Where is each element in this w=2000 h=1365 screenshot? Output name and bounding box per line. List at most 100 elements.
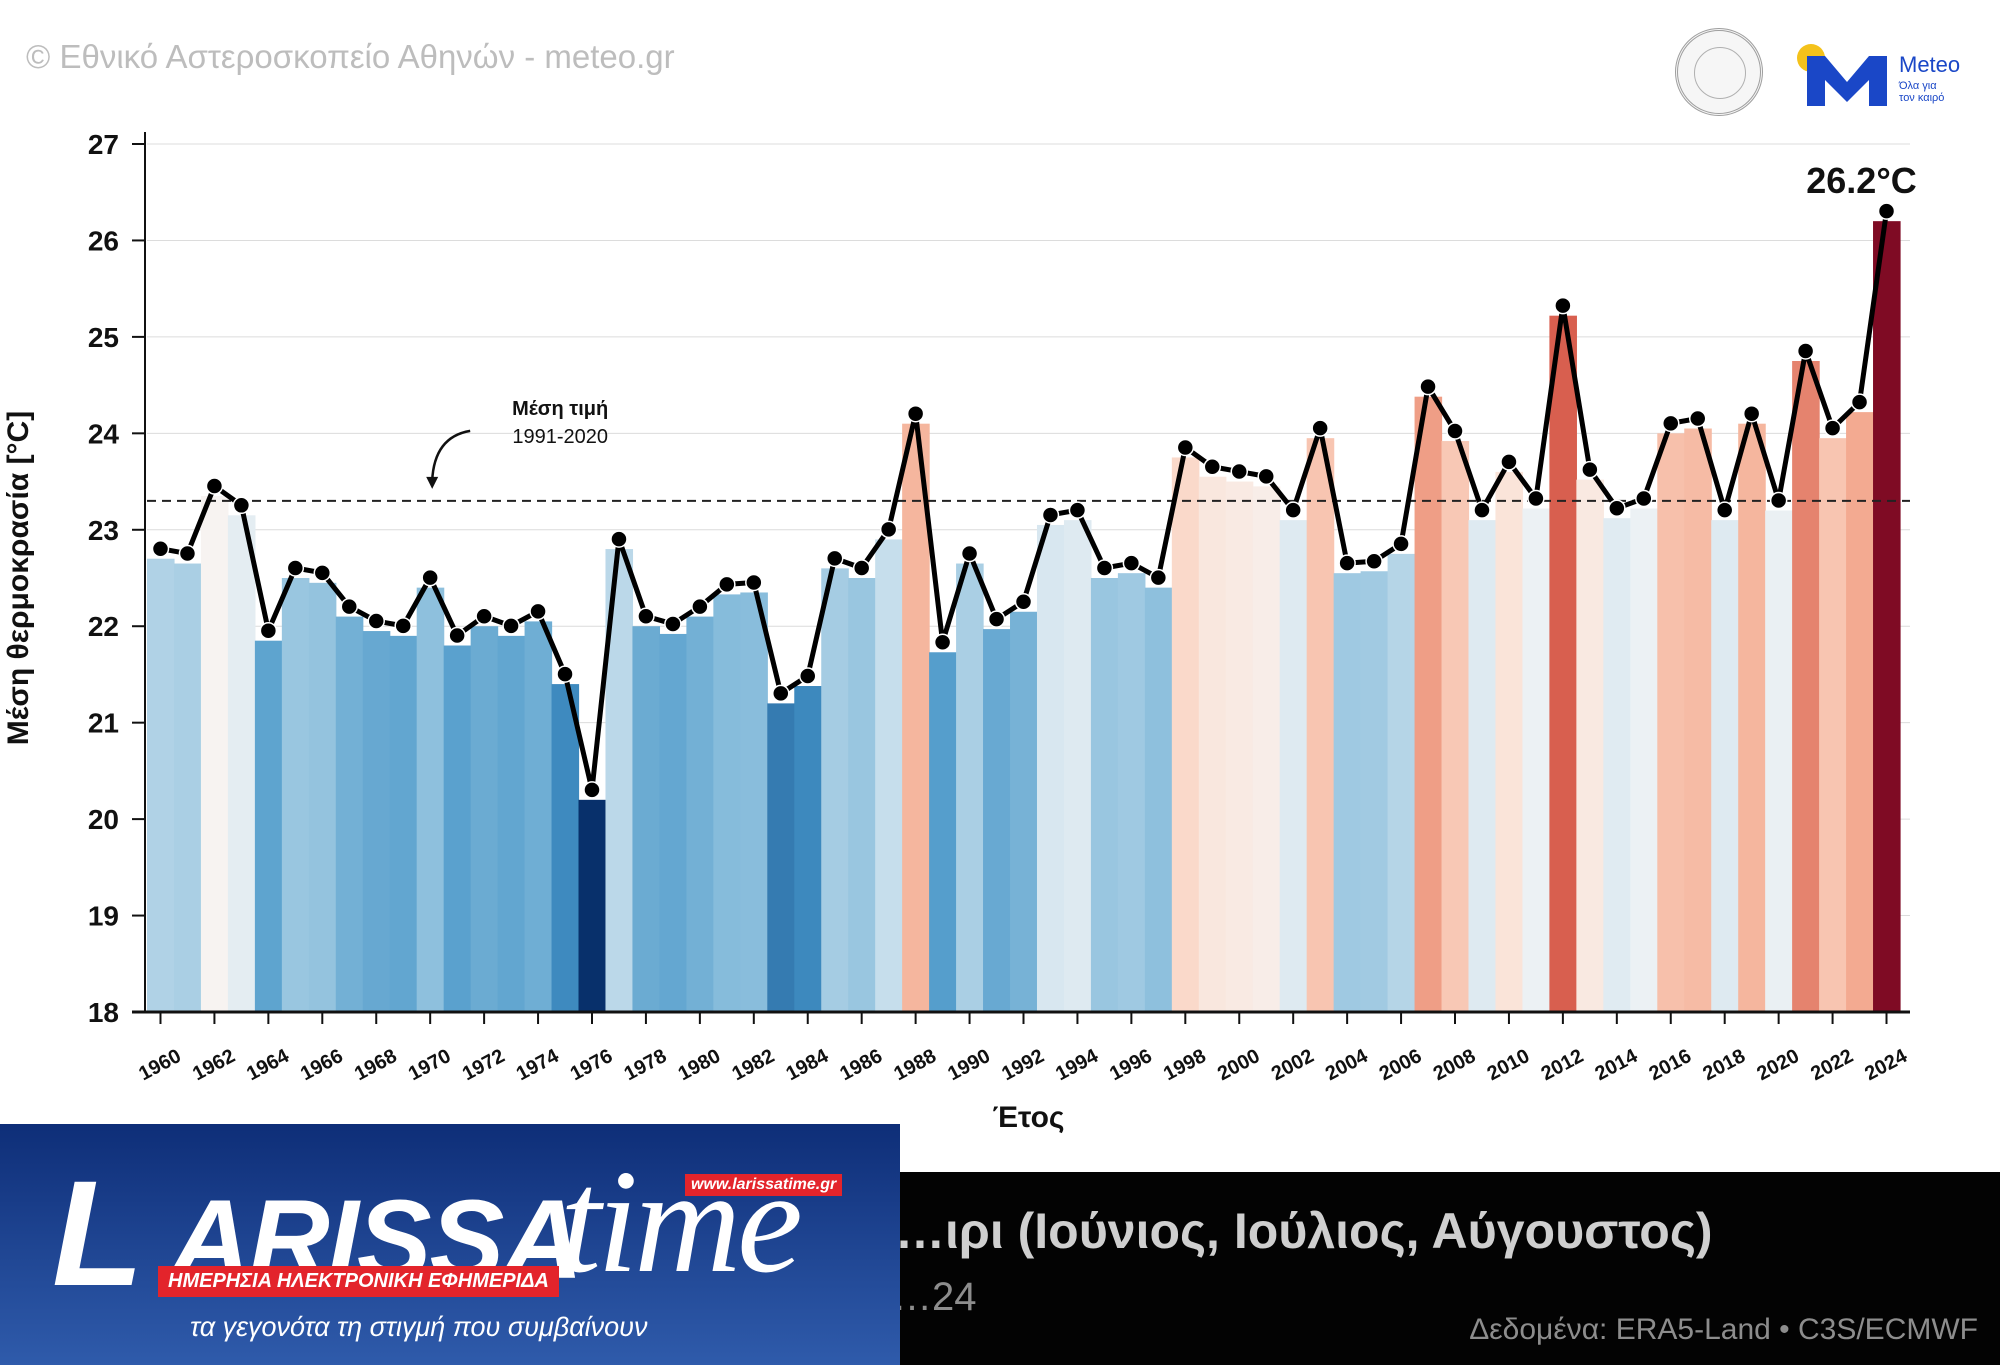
data-point xyxy=(1850,393,1869,411)
larissatime-tagline: τα γεγονότα τη στιγμή που συμβαίνουν xyxy=(190,1312,648,1342)
data-point xyxy=(1823,419,1842,437)
bar xyxy=(1819,438,1847,1013)
y-tick-label: 23 xyxy=(88,515,119,546)
data-point xyxy=(1554,296,1572,315)
bar xyxy=(551,684,580,1012)
bar xyxy=(1279,520,1308,1012)
bar xyxy=(1198,476,1227,1012)
y-tick-label: 24 xyxy=(88,418,120,449)
data-point xyxy=(906,404,925,423)
x-tick-label: 1964 xyxy=(243,1045,293,1086)
x-tick-label: 1998 xyxy=(1160,1045,1210,1085)
y-axis-title: Μέση θερμοκρασία [°C] xyxy=(2,411,35,745)
x-tick-label: 2024 xyxy=(1861,1045,1911,1086)
bar xyxy=(1036,524,1065,1012)
bar xyxy=(1765,510,1793,1012)
data-point xyxy=(1715,501,1734,519)
data-point xyxy=(1014,593,1033,611)
bar xyxy=(659,633,687,1012)
x-axis-title: Έτος xyxy=(992,1101,1064,1134)
bar xyxy=(848,578,876,1012)
bar xyxy=(1333,573,1362,1012)
x-tick-label: 1970 xyxy=(405,1045,455,1085)
data-point xyxy=(1311,419,1329,437)
data-point xyxy=(1446,422,1464,440)
bar xyxy=(578,799,607,1012)
data-point xyxy=(772,684,790,703)
bar xyxy=(875,539,903,1012)
data-point xyxy=(610,530,628,548)
x-tick-label: 1990 xyxy=(944,1045,994,1085)
data-point xyxy=(1203,457,1222,476)
y-tick-label: 22 xyxy=(88,611,119,642)
data-point xyxy=(1068,501,1087,519)
data-point xyxy=(151,539,170,558)
x-tick-label: 1962 xyxy=(189,1045,239,1085)
mean-annotation-arrow xyxy=(430,429,471,481)
x-tick-label: 2000 xyxy=(1214,1045,1264,1085)
bar xyxy=(821,568,849,1012)
data-point xyxy=(1527,489,1545,508)
x-tick-label: 1986 xyxy=(836,1045,886,1085)
meteo-tagline-line-1: Όλα για xyxy=(1899,80,1937,92)
x-tick-label: 1984 xyxy=(782,1045,832,1086)
x-tick-label: 2020 xyxy=(1753,1045,1803,1085)
x-tick-label: 1960 xyxy=(135,1045,185,1085)
x-tick-label: 2002 xyxy=(1268,1045,1318,1085)
chart-subtitle: …24 xyxy=(892,1275,977,1319)
chart-bars xyxy=(147,221,1901,1013)
data-point xyxy=(1230,462,1249,481)
data-point xyxy=(502,617,520,635)
x-tick-label: 1982 xyxy=(729,1045,779,1085)
bar xyxy=(1063,520,1092,1012)
data-point xyxy=(1365,552,1383,570)
chart-axes xyxy=(132,132,1910,1014)
bar xyxy=(1090,578,1119,1012)
data-point xyxy=(1635,489,1653,508)
data-point xyxy=(1149,568,1168,587)
data-point xyxy=(1392,535,1410,553)
y-axis-ticks: 18 19 20 21 22 23 24 25 26 27 xyxy=(88,129,145,1028)
x-tick-label: 1978 xyxy=(621,1045,671,1085)
x-tick-label: 1994 xyxy=(1052,1045,1102,1086)
data-point xyxy=(556,665,574,683)
bar xyxy=(1522,508,1550,1012)
bar xyxy=(713,594,741,1012)
bar xyxy=(1468,520,1497,1012)
data-source-credit: Δεδομένα: ERA5-Land • C3S/ECMWF xyxy=(1469,1313,1978,1346)
data-point xyxy=(286,559,305,577)
bar xyxy=(1144,587,1173,1012)
larissatime-url[interactable]: www.larissatime.gr xyxy=(685,1174,843,1196)
data-point xyxy=(987,610,1006,628)
meteo-logo-text: Meteo xyxy=(1899,52,1961,77)
bar xyxy=(200,496,229,1012)
x-tick-label: 2022 xyxy=(1807,1045,1857,1085)
data-point xyxy=(421,568,439,587)
mean-annotation-period: 1991-2020 xyxy=(512,426,608,448)
bar xyxy=(1711,520,1739,1012)
meteo-tagline-line-2: τον καιρό xyxy=(1899,92,1945,104)
data-point xyxy=(798,667,817,685)
bar xyxy=(1171,457,1200,1012)
x-tick-label: 2004 xyxy=(1322,1045,1372,1086)
y-tick-label: 21 xyxy=(88,708,119,739)
data-point xyxy=(529,602,547,621)
bar xyxy=(929,652,957,1012)
data-point xyxy=(367,612,385,630)
bar xyxy=(1738,423,1766,1012)
x-tick-label: 2014 xyxy=(1592,1045,1642,1086)
max-value-label: 26.2°C xyxy=(1806,160,1916,201)
bar xyxy=(335,616,364,1012)
x-tick-label: 2012 xyxy=(1538,1045,1588,1085)
data-point xyxy=(1688,409,1707,428)
data-point xyxy=(1257,467,1275,486)
data-point xyxy=(745,573,763,592)
bar xyxy=(1576,479,1604,1012)
data-point xyxy=(1473,501,1491,519)
data-point xyxy=(691,597,709,616)
bar xyxy=(1441,441,1470,1012)
data-point xyxy=(1662,414,1680,433)
data-point xyxy=(583,781,601,799)
data-point xyxy=(852,559,871,577)
y-tick-label: 26 xyxy=(88,225,119,256)
